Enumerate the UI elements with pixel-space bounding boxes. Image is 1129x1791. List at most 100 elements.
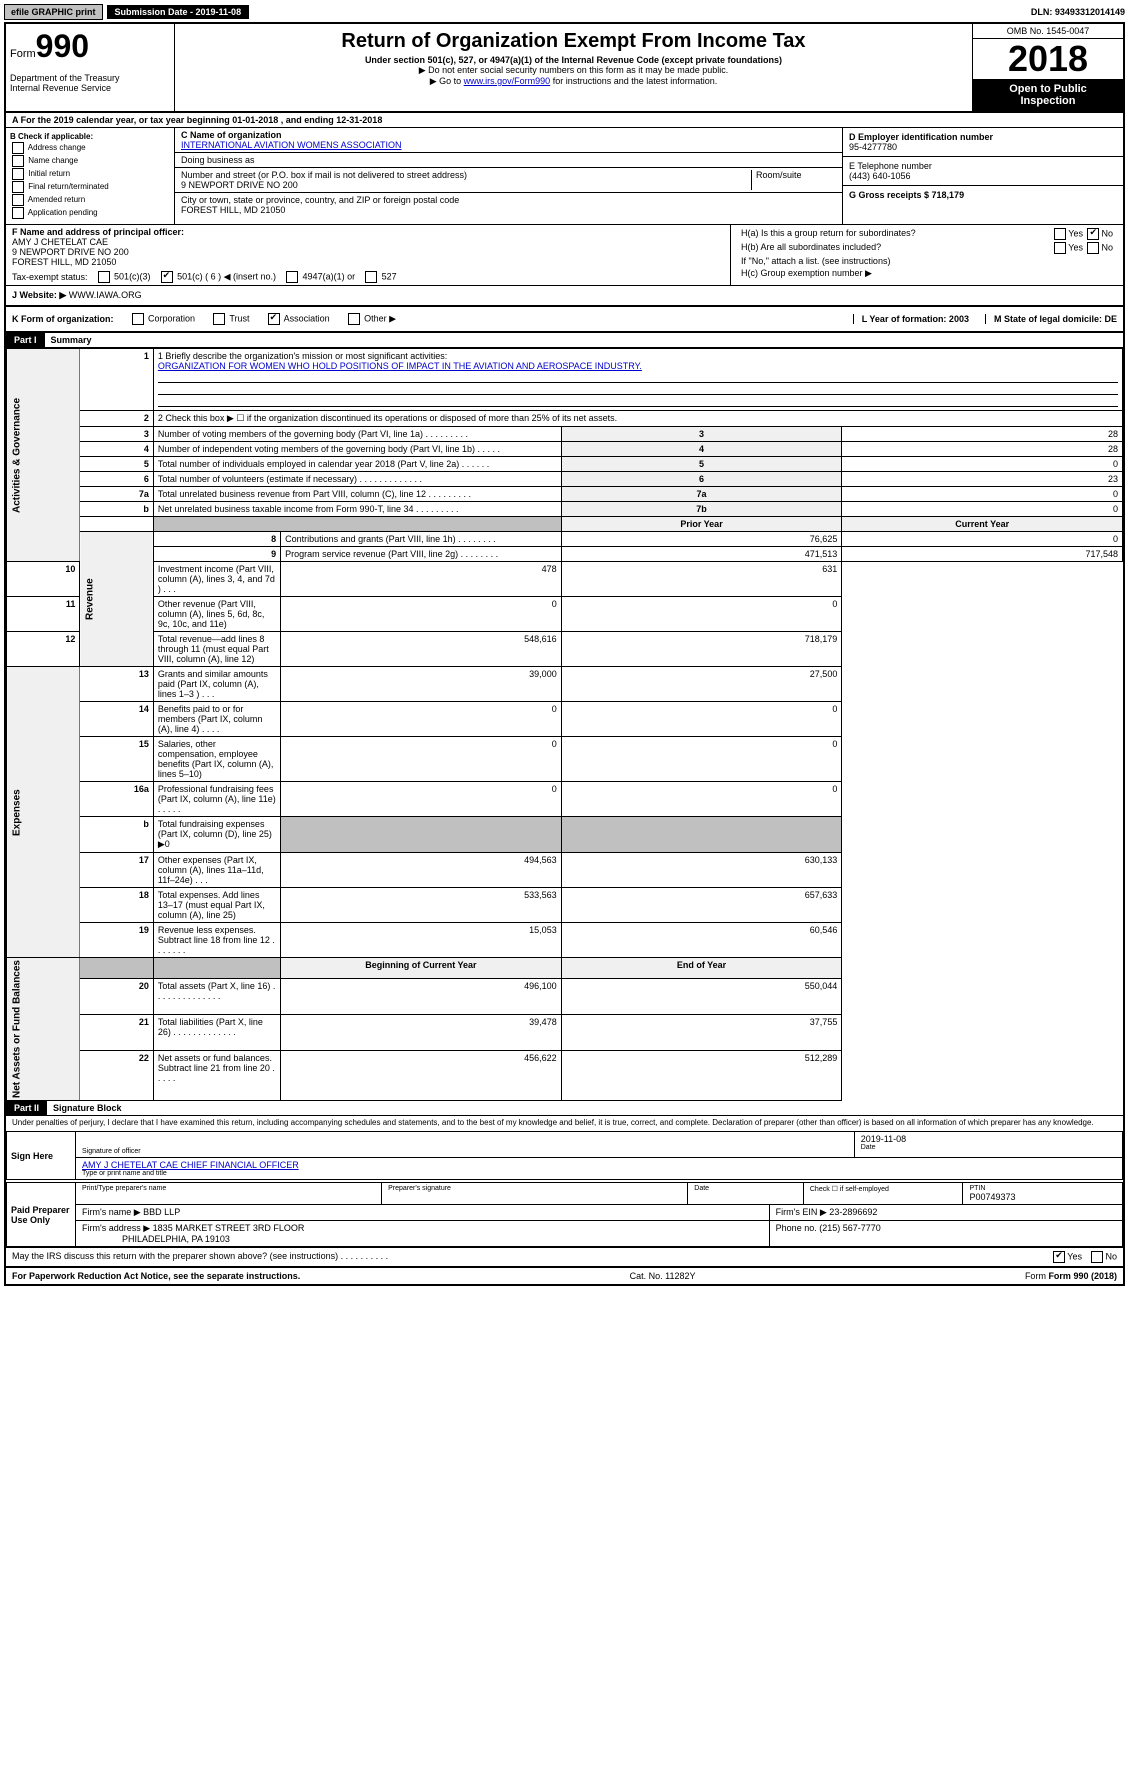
end-year-header: End of Year xyxy=(561,958,842,979)
exp-row-num: 19 xyxy=(80,923,153,958)
exp-row-current: 0 xyxy=(561,782,842,817)
firm-ein: Firm's EIN ▶ 23-2896692 xyxy=(776,1207,878,1217)
part1-title: Summary xyxy=(45,333,98,347)
status-527[interactable]: 527 xyxy=(363,271,397,283)
inspect-line2: Inspection xyxy=(1020,95,1075,107)
rev-row-current: 0 xyxy=(842,532,1123,547)
check-initial-return[interactable]: Initial return xyxy=(10,168,170,180)
check-address-change[interactable]: Address change xyxy=(10,142,170,154)
exp-row-text: Benefits paid to or for members (Part IX… xyxy=(153,702,280,737)
gov-row-num: 7a xyxy=(80,487,153,502)
rev-row-prior: 76,625 xyxy=(561,532,842,547)
footer-row: For Paperwork Reduction Act Notice, see … xyxy=(6,1266,1123,1284)
line1-label: 1 Briefly describe the organization's mi… xyxy=(158,351,447,361)
hb-yes[interactable]: Yes xyxy=(1068,242,1083,252)
status-501c[interactable]: 501(c) ( 6 ) ◀ (insert no.) xyxy=(159,271,276,283)
discuss-yes-check[interactable] xyxy=(1053,1251,1065,1263)
side-revenue: Revenue xyxy=(80,532,153,667)
column-c: C Name of organization INTERNATIONAL AVI… xyxy=(175,128,842,224)
phone-label: E Telephone number xyxy=(849,161,1117,171)
gov-row-num: 5 xyxy=(80,457,153,472)
exp-row-text: Other expenses (Part IX, column (A), lin… xyxy=(153,853,280,888)
check-amended-return[interactable]: Amended return xyxy=(10,194,170,206)
ptin-label: PTIN xyxy=(969,1185,1116,1192)
check-application-pending[interactable]: Application pending xyxy=(10,207,170,219)
dln-text: DLN: 93493312014149 xyxy=(1031,7,1125,17)
org-name[interactable]: INTERNATIONAL AVIATION WOMENS ASSOCIATIO… xyxy=(181,140,836,150)
irs-form990-link[interactable]: www.irs.gov/Form990 xyxy=(464,76,551,86)
name-title-label: Type or print name and title xyxy=(82,1170,1116,1177)
exp-row-num: 14 xyxy=(80,702,153,737)
rev-row-prior: 478 xyxy=(281,562,562,597)
discuss-yes: Yes xyxy=(1067,1251,1082,1261)
exp-row-prior-gray xyxy=(281,817,562,853)
part2-title: Signature Block xyxy=(47,1101,128,1115)
self-employed-check[interactable]: Check ☐ if self-employed xyxy=(810,1185,957,1193)
kform-trust[interactable]: Trust xyxy=(211,313,250,325)
rev-row-num: 11 xyxy=(7,597,80,632)
gov-row-val: 28 xyxy=(842,427,1123,442)
phone-value: (443) 640-1056 xyxy=(849,171,1117,181)
gov-row-text: Net unrelated business taxable income fr… xyxy=(153,502,561,517)
sign-here-label: Sign Here xyxy=(7,1132,75,1179)
check-name-change[interactable]: Name change xyxy=(10,155,170,167)
hb-label: H(b) Are all subordinates included? xyxy=(741,242,881,254)
side-governance: Activities & Governance xyxy=(7,349,80,562)
sign-here-block: Sign Here Signature of officer 2019-11-0… xyxy=(6,1131,1123,1180)
status-4947[interactable]: 4947(a)(1) or xyxy=(284,271,355,283)
hb-no[interactable]: No xyxy=(1101,242,1113,252)
hb-note: If "No," attach a list. (see instruction… xyxy=(741,256,890,266)
principal-name: AMY J CHETELAT CAE xyxy=(12,237,724,247)
footer-right: Form Form 990 (2018) xyxy=(1025,1271,1117,1281)
part1-bar: Part I Summary xyxy=(6,333,1123,348)
rev-row-num: 8 xyxy=(153,532,280,547)
principal-addr2: FOREST HILL, MD 21050 xyxy=(12,257,724,267)
net-row-prior: 496,100 xyxy=(281,979,562,1015)
principal-ha-row: F Name and address of principal officer:… xyxy=(6,225,1123,286)
rev-row-prior: 471,513 xyxy=(561,547,842,562)
efile-button[interactable]: efile GRAPHIC print xyxy=(4,4,103,20)
kform-other[interactable]: Other ▶ xyxy=(346,313,396,325)
check-final-return[interactable]: Final return/terminated xyxy=(10,181,170,193)
gov-row-box: 7b xyxy=(561,502,842,517)
status-501c3[interactable]: 501(c)(3) xyxy=(96,271,151,283)
website-label: J Website: ▶ xyxy=(12,290,66,300)
exp-row-text: Total fundraising expenses (Part IX, col… xyxy=(153,817,280,853)
form-label: Form xyxy=(10,48,36,60)
gov-row-val: 23 xyxy=(842,472,1123,487)
begin-year-header: Beginning of Current Year xyxy=(281,958,562,979)
prep-date-label: Date xyxy=(694,1185,797,1192)
discuss-row: May the IRS discuss this return with the… xyxy=(6,1247,1123,1266)
principal-addr1: 9 NEWPORT DRIVE NO 200 xyxy=(12,247,724,257)
form-note-2: ▶ Go to www.irs.gov/Form990 for instruct… xyxy=(183,76,964,87)
ha-yes[interactable]: Yes xyxy=(1068,228,1083,238)
net-row-prior: 456,622 xyxy=(281,1050,562,1100)
gov-row-box: 4 xyxy=(561,442,842,457)
gov-row-num: 4 xyxy=(80,442,153,457)
exp-row-num: 17 xyxy=(80,853,153,888)
col-b-title: B Check if applicable: xyxy=(10,132,170,141)
gov-row-text: Total number of volunteers (estimate if … xyxy=(153,472,561,487)
omb-number: OMB No. 1545-0047 xyxy=(973,24,1123,39)
ha-block: H(a) Is this a group return for subordin… xyxy=(731,225,1123,285)
gov-row-box: 3 xyxy=(561,427,842,442)
firm-name: BBD LLP xyxy=(143,1207,180,1217)
form-subtitle: Under section 501(c), 527, or 4947(a)(1)… xyxy=(183,55,964,65)
kform-corp[interactable]: Corporation xyxy=(130,313,196,325)
kform-assoc[interactable]: Association xyxy=(266,313,330,325)
gov-row-num: b xyxy=(80,502,153,517)
exp-row-prior: 39,000 xyxy=(281,667,562,702)
tax-year: 2018 xyxy=(973,39,1123,79)
exp-row-current: 60,546 xyxy=(561,923,842,958)
exp-row-prior: 0 xyxy=(281,702,562,737)
rev-row-prior: 0 xyxy=(281,597,562,632)
paid-preparer-block: Paid Preparer Use Only Print/Type prepar… xyxy=(6,1182,1123,1247)
rev-row-text: Program service revenue (Part VIII, line… xyxy=(281,547,562,562)
discuss-no-check[interactable] xyxy=(1091,1251,1103,1263)
exp-row-num: 13 xyxy=(80,667,153,702)
gov-row-text: Total number of individuals employed in … xyxy=(153,457,561,472)
rev-row-num: 12 xyxy=(7,632,80,667)
gross-receipts: G Gross receipts $ 718,179 xyxy=(849,190,1117,200)
line1-value: ORGANIZATION FOR WOMEN WHO HOLD POSITION… xyxy=(158,361,642,371)
ha-no[interactable]: No xyxy=(1101,228,1113,238)
